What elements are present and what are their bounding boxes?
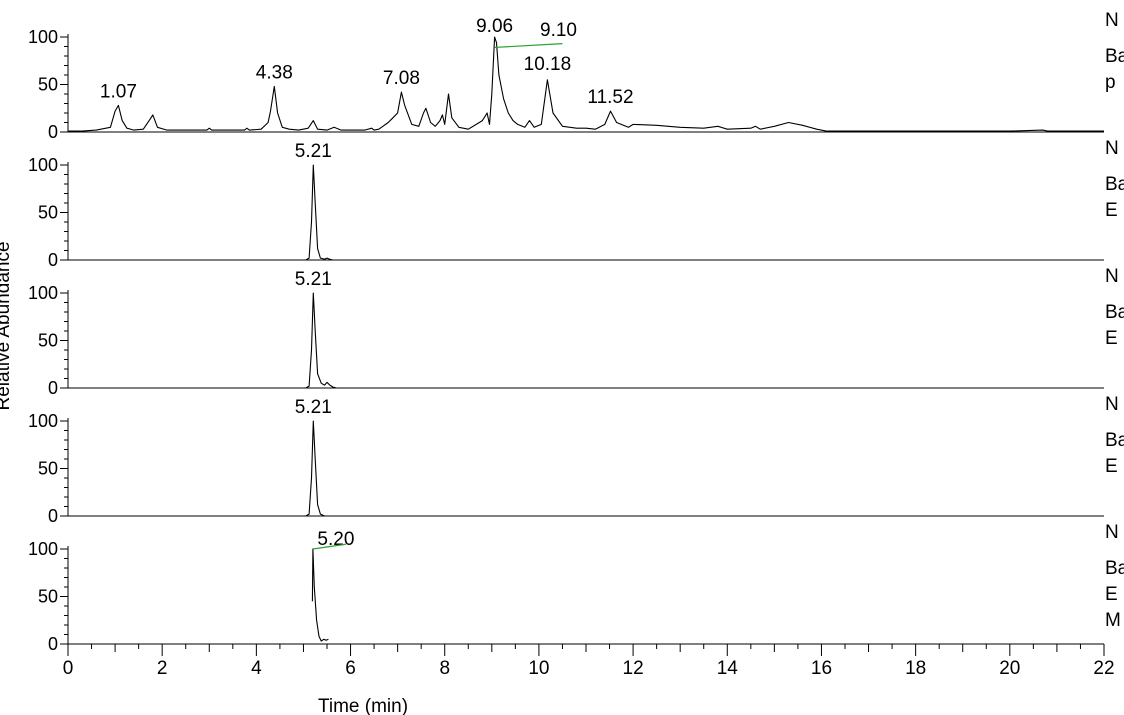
peak-marker-line — [494, 43, 563, 49]
peak-label: 5.20 — [317, 529, 354, 550]
peak-label: 7.08 — [383, 68, 420, 89]
y-tick-label: 100 — [28, 155, 58, 175]
y-tick-label: 50 — [38, 331, 58, 351]
y-tick-label: 0 — [48, 378, 58, 398]
x-tick-label: 6 — [345, 658, 356, 679]
chromatogram-panels: 0 50 100 1.07 4.38 7.08 9.06 9.10 10.18 11.52 N Ba p… — [28, 10, 1124, 654]
y-tick-label: 50 — [38, 587, 58, 607]
side-label: N — [1105, 138, 1119, 159]
x-tick-label: 8 — [439, 658, 450, 679]
peak-marker-line — [312, 543, 346, 550]
peak-label: 1.07 — [100, 81, 137, 102]
panel-1: 0 50 100 1.07 4.38 7.08 9.06 9.10 10.18 11.52 N Ba p — [28, 10, 1124, 142]
peak-label: 5.21 — [295, 397, 332, 418]
y-axis-label: Relative Abundance — [0, 241, 14, 410]
y-tick-label: 100 — [28, 27, 58, 47]
y-tick-label: 100 — [28, 539, 58, 559]
side-label: Ba — [1105, 302, 1124, 323]
side-label: p — [1105, 72, 1116, 93]
panel-4: 0 50 100 5.21 N Ba E — [28, 394, 1124, 526]
peak-label: 4.38 — [256, 62, 293, 83]
peak-label: 5.21 — [295, 141, 332, 162]
panel-5: 0 50 100 5.20 N Ba EM — [28, 522, 1124, 654]
y-tick-label: 0 — [48, 250, 58, 270]
side-label: Ba — [1105, 46, 1124, 67]
y-tick-label: 0 — [48, 122, 58, 142]
x-tick-label: 10 — [528, 658, 549, 679]
x-tick-label: 16 — [811, 658, 832, 679]
peak-label: 11.52 — [587, 87, 633, 108]
side-label: N — [1105, 522, 1119, 543]
side-label: E — [1105, 200, 1118, 221]
x-tick-label: 4 — [251, 658, 262, 679]
chromatogram-trace — [68, 420, 1104, 517]
y-tick-label: 0 — [48, 506, 58, 526]
y-tick-label: 0 — [48, 634, 58, 654]
side-label: N — [1105, 266, 1119, 287]
side-label: E — [1105, 456, 1118, 477]
peak-label: 9.06 — [476, 16, 513, 37]
panel-3: 0 50 100 5.21 N Ba E — [28, 266, 1124, 398]
x-axis: 0 2 4 6 8 10 12 14 16 18 20 22 — [63, 644, 1115, 679]
x-tick-label: 18 — [905, 658, 926, 679]
x-tick-label: 22 — [1093, 658, 1114, 679]
side-label: M — [1105, 610, 1121, 631]
side-label: Ba — [1105, 174, 1124, 195]
peak-label: 5.21 — [295, 269, 332, 290]
side-label: N — [1105, 10, 1119, 31]
side-label: N — [1105, 394, 1119, 415]
y-tick-label: 50 — [38, 75, 58, 95]
y-tick-label: 100 — [28, 411, 58, 431]
side-label: E — [1105, 584, 1118, 605]
panel-2: 0 50 100 5.21 N Ba E — [28, 138, 1124, 270]
chromatogram-trace — [68, 164, 1104, 261]
chromatogram-trace — [68, 292, 1104, 389]
y-tick-label: 50 — [38, 203, 58, 223]
x-tick-label: 2 — [157, 658, 168, 679]
y-tick-label: 50 — [38, 459, 58, 479]
x-tick-label: 12 — [623, 658, 644, 679]
x-tick-label: 14 — [717, 658, 739, 679]
peak-label: 9.10 — [540, 20, 577, 41]
chromatogram-trace — [311, 548, 329, 642]
side-label: Ba — [1105, 430, 1124, 451]
side-label: Ba — [1105, 558, 1124, 579]
chromatogram-trace — [68, 36, 1104, 132]
side-label: E — [1105, 328, 1118, 349]
peak-label: 10.18 — [524, 54, 572, 75]
x-tick-label: 20 — [999, 658, 1020, 679]
x-axis-label: Time (min) — [318, 696, 408, 715]
x-tick-label: 0 — [63, 658, 74, 679]
y-tick-label: 100 — [28, 283, 58, 303]
